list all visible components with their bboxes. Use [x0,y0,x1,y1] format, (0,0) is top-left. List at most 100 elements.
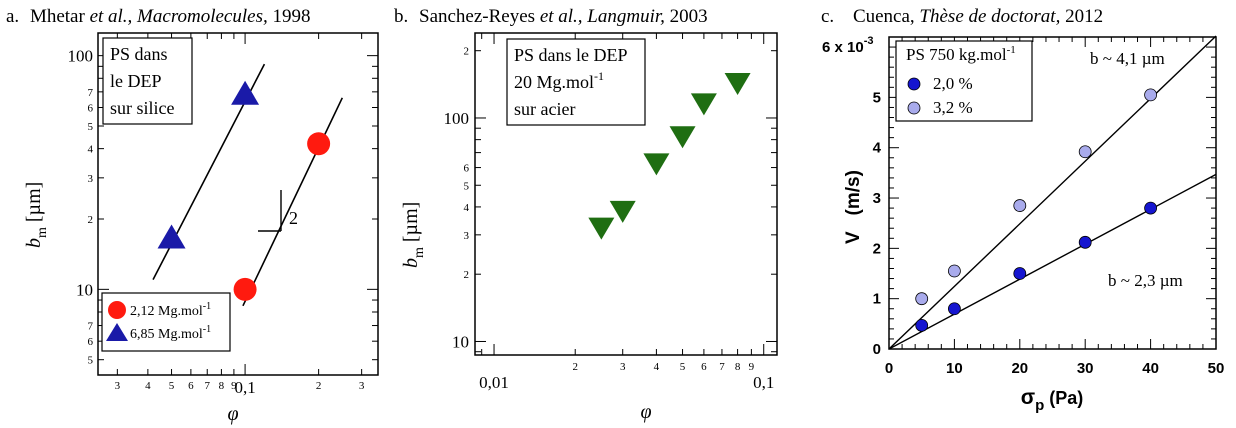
panel-b-annotation-line-3: sur acier [514,99,575,119]
data-point-triangle [157,224,186,249]
data-point-circle [915,292,929,306]
data-point-circle [1013,267,1027,280]
panel-b: b. Sanchez-Reyes et al., Langmuir, 2003 … [394,6,778,423]
x-tick-label: 6 [701,361,707,373]
panel-b-ticks [475,33,777,355]
y-tick-label: 100 [444,109,470,128]
x-tick-label: 3 [359,380,365,392]
x-tick-label: 3 [620,361,626,373]
y-tick-label: 5 [88,121,94,133]
y-tick-label: 1 [873,291,881,308]
data-point-circle [307,132,331,156]
y-tick-label: 4 [873,140,882,157]
y-tick-label: 3 [873,190,881,207]
data-point-triangle-down [724,72,751,95]
y-tick-label: 2 [88,214,94,226]
y-tick-label: 3 [88,173,94,185]
x-tick-label: 7 [719,361,725,373]
panel-a-title-plain: Mhetar [30,6,90,27]
panel-b-y-axis-label: bm [µm] [400,202,427,268]
x-tick-label: 9 [231,380,237,392]
y-tick-label: 4 [88,144,94,156]
x-tick-label: 0,01 [479,373,509,392]
panel-a-legend-label-2: 6,85 Mg.mol-1 [130,324,211,342]
panel-c-plot-frame [888,36,1217,350]
panel-a-title: a. Mhetar et al., Macromolecules, 1998 [6,6,310,27]
panel-b-data-points [588,72,751,240]
y-tick-label: 2 [873,240,881,257]
x-tick-label: 3 [115,380,121,392]
x-tick-label: 8 [735,361,741,373]
panel-a-annotation-line-2: le DEP [110,71,162,91]
data-point-circle [233,277,257,301]
x-tick-label: 10 [946,360,963,377]
panel-c-tick-labels: 0 10 20 30 40 50 0 1 2 3 4 5 [873,89,1225,377]
x-tick-label: 40 [1142,360,1159,377]
panel-a-data-points [157,80,331,301]
panel-b-annotation-line-2: 20 Mg.mol-1 [514,69,604,92]
panel-b-annotation-line-1: PS dans le DEP [514,45,628,65]
panel-b-letter: b. [394,6,408,27]
panel-c-title-year: 2012 [1065,6,1103,27]
panel-c-legend-label-1: 2,0 % [933,74,973,93]
panel-c-y-exponent: 6 x 10-3 [822,35,874,56]
y-tick-label: 6 [464,163,470,175]
y-tick-label: 10 [452,332,469,351]
data-point-triangle [231,80,260,105]
x-tick-label: 2 [316,380,322,392]
panel-c: c. Cuenca, Thèse de doctorat, 2012 0 10 20… [821,6,1224,414]
panel-a-legend: 2,12 Mg.mol-1 6,85 Mg.mol-1 [101,292,231,352]
panel-b-x-axis-label: φ [640,401,651,423]
data-point-circle [1144,201,1157,215]
panel-a-annotation-box: PS dans le DEP sur silice [102,37,193,125]
y-tick-label: 10 [76,280,93,299]
panel-c-ticks [888,37,1217,350]
y-tick-label: 5 [88,355,94,367]
x-tick-label: 5 [680,361,686,373]
x-tick-label: 0,1 [753,373,774,392]
y-tick-label: 7 [88,87,94,99]
panel-c-legend-title: PS 750 kg.mol-1 [906,44,1016,64]
data-point-circle [1144,88,1157,102]
panel-c-annotation-bottom: b ~ 2,3 µm [1108,271,1183,290]
fit-line [242,97,344,307]
x-tick-label: 0,1 [234,378,255,397]
panel-c-legend: PS 750 kg.mol-1 2,0 % 3,2 % [895,40,1033,122]
data-point-circle [1013,199,1027,212]
fit-line [888,35,1217,350]
data-point-triangle-down [643,153,670,176]
panel-a-annotation-line-1: PS dans [110,44,168,64]
y-tick-label: 5 [464,180,470,192]
y-tick-label: 6 [88,336,94,348]
y-tick-label: 3 [464,230,470,242]
y-tick-label: 4 [464,202,470,214]
data-point-triangle-down [669,126,696,149]
panel-a-letter: a. [6,6,19,27]
panel-a-title-italic: et al., Macromolecules, [90,6,268,27]
panel-c-title: c. Cuenca, Thèse de doctorat, 2012 [821,6,1103,27]
panel-a-slope-triangle: 2 [258,190,298,232]
panel-a-y-axis-label: bm [µm] [23,182,50,248]
panel-a-annotation-line-3: sur silice [110,98,175,118]
x-tick-label: 9 [749,361,755,373]
y-tick-label: 0 [873,341,881,358]
y-tick-label: 2 [464,46,470,58]
panel-b-title-italic: et al., Langmuir, [540,6,665,27]
x-tick-label: 6 [188,380,194,392]
data-point-circle [1078,145,1092,159]
panel-c-legend-marker-dark [907,77,921,91]
x-tick-label: 4 [654,361,660,373]
panel-b-title: b. Sanchez-Reyes et al., Langmuir, 2003 [394,6,708,27]
panel-a-title-year: 1998 [272,6,310,27]
fit-line [888,173,1217,350]
x-tick-label: 4 [145,380,151,392]
panel-c-letter: c. [821,6,834,27]
data-point-circle [948,264,961,278]
panel-c-legend-label-2: 3,2 % [933,98,973,117]
x-tick-label: 8 [219,380,225,392]
panel-a-legend-label-1: 2,12 Mg.mol-1 [130,301,211,319]
panel-b-title-year: 2003 [670,6,708,27]
panel-c-y-axis-label: V (m/s) [843,170,864,244]
panel-a-legend-marker-triangle [106,323,128,341]
